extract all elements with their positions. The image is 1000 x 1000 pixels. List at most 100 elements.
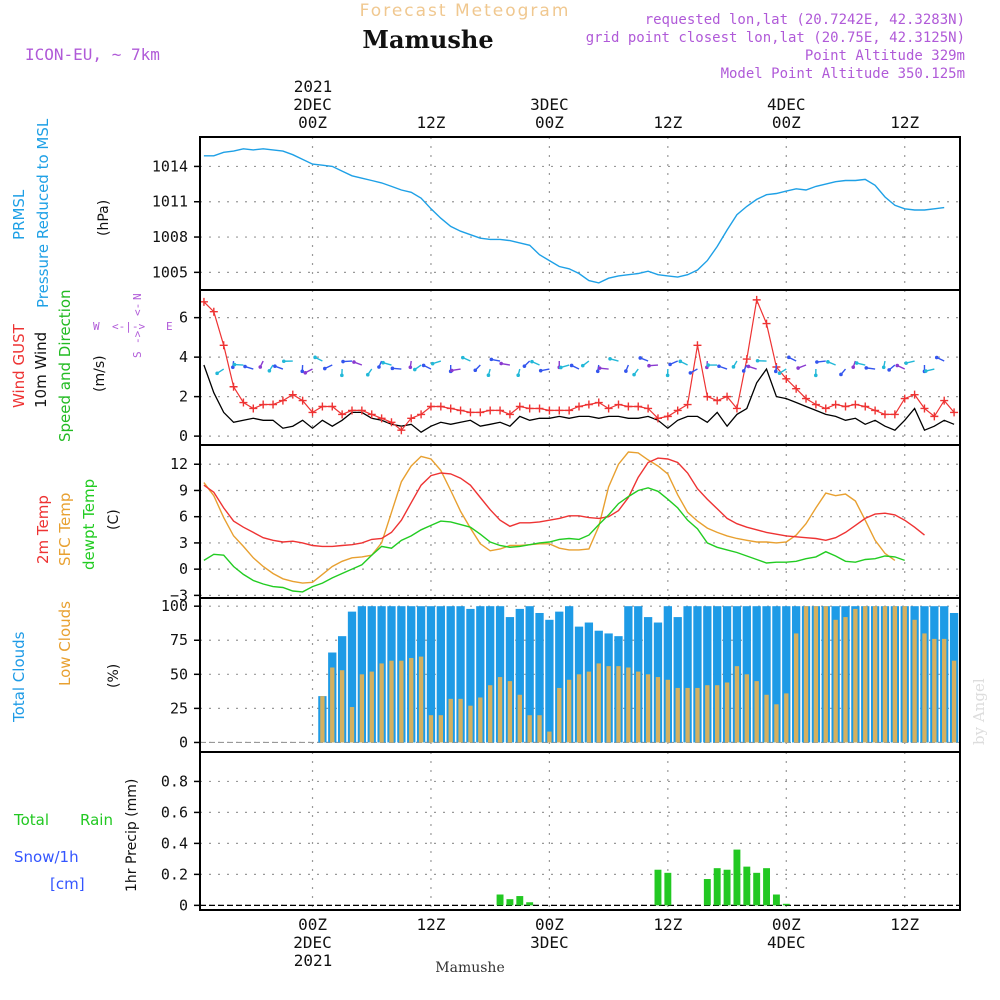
low-cloud-bar [823, 606, 828, 743]
wind-arrow-head [826, 360, 830, 364]
low-cloud-bar [942, 638, 947, 743]
wind-arrow-head [341, 359, 345, 364]
prmsl-desc-label: Pressure Reduced to MSL [34, 118, 52, 308]
clouds-tick-label: 75 [170, 631, 188, 649]
top-hour-label: 00Z [535, 113, 564, 132]
clouds-tick-label: 50 [170, 665, 188, 683]
wind-arrow-head [813, 373, 818, 378]
low-cloud-bar [320, 696, 325, 743]
rain-bar [723, 869, 731, 906]
rain-bar [743, 866, 751, 906]
dir-label: Speed and Direction [56, 289, 74, 442]
total-cloud-bar [703, 606, 712, 743]
wind-arrow-head [787, 355, 791, 360]
low-cloud-bar [339, 670, 345, 743]
gust-marker [259, 400, 268, 409]
temperature-panel: 12 9 6 3 0 −3 [170, 445, 960, 604]
low-cloud-bar [705, 685, 710, 743]
wind-arrow-head [538, 368, 543, 373]
gust-marker [713, 396, 722, 405]
low-cloud-bar [951, 660, 957, 743]
rain-bar [782, 903, 790, 906]
gust-marker [575, 402, 584, 411]
rain-bar [733, 849, 741, 906]
rain-bar [526, 902, 534, 906]
wind-arrow-head [923, 369, 928, 373]
low-cloud-bar [566, 679, 572, 743]
total-cloud-bar [782, 606, 791, 743]
compass-arrows-h: <-|-> [112, 320, 145, 333]
gust-marker [644, 404, 653, 413]
panel-frame-0 [199, 136, 961, 291]
low-cloud-bar [734, 666, 740, 743]
compass-arrow-up: <- [131, 303, 144, 316]
wind-arrow-head [340, 373, 344, 378]
wind-arrow-head [881, 365, 886, 370]
precip-tick-label: 0.4 [161, 834, 188, 852]
gust-marker [940, 396, 949, 405]
wind-arrow-head [595, 369, 600, 374]
clouds-panel: 100 75 50 25 0 [161, 597, 960, 752]
bottom-year-label: 2021 [294, 951, 333, 970]
gust-marker [861, 402, 870, 411]
total-cloud-bar [495, 606, 505, 743]
low-cloud-bar [438, 715, 444, 743]
gust-marker [673, 406, 682, 415]
wind-label: 10m Wind [32, 332, 50, 408]
precip-unit: 1hr Precip (mm) [124, 779, 140, 892]
gust-marker [693, 341, 702, 350]
low-cloud-bar [557, 687, 562, 743]
wind-arrow-head [815, 360, 819, 364]
total-cloud-bar [545, 619, 554, 743]
cm-label: [cm] [50, 875, 85, 893]
wind-arrow-head [854, 361, 859, 365]
low-cloud-bar [409, 657, 414, 743]
gust-marker [930, 412, 939, 421]
total-cloud-bar [486, 606, 495, 743]
low-cloud-bar [586, 671, 592, 743]
gust-marker [446, 404, 455, 413]
total-cloud-bar [426, 606, 436, 743]
low-cloud-bar [616, 666, 621, 743]
low-cloud-bar [892, 606, 898, 743]
wind-arrow-head [273, 364, 277, 368]
bottom-hour-label: 12Z [890, 915, 919, 934]
low-cloud-bar [349, 707, 355, 743]
gust-marker [782, 374, 791, 383]
gust-marker [229, 382, 238, 391]
wind-arrow-head [777, 371, 782, 375]
rain-bar [703, 879, 711, 906]
low-cloud-bar [488, 685, 493, 743]
gust-marker [269, 400, 278, 409]
total-cloud-bar [466, 608, 475, 743]
wind-arrow-head [473, 368, 478, 373]
compass-e: E [166, 320, 173, 333]
gust-marker [821, 404, 830, 413]
low-cloud-bar [478, 697, 483, 743]
pressure-tick-label: 1011 [152, 193, 188, 211]
top-day-label: 2DEC [293, 95, 332, 114]
low-cloud-bar [330, 667, 335, 743]
precip-tick-label: 0.8 [161, 772, 188, 790]
rain-bar [753, 872, 761, 906]
wind-arrow-head [365, 372, 370, 377]
prmsl-label: PRMSL [10, 189, 28, 240]
compass-w: W [93, 320, 100, 333]
temp-tick-label: 9 [179, 481, 188, 499]
compass-n: N [131, 293, 144, 300]
wind-arrow-head [450, 368, 454, 373]
low-cloud-bar [428, 715, 434, 743]
compass-icon: N <- W <-|-> E -> S [93, 293, 173, 358]
gust-marker [318, 402, 327, 411]
gust-marker [851, 400, 860, 409]
total-cloud-bar [663, 606, 672, 743]
low-cloud-bar [922, 633, 927, 743]
wind-arrow-head [647, 363, 651, 368]
total-cloud-bar [772, 606, 781, 743]
dewpt-label: dewpt Temp [80, 479, 98, 570]
wind-arrow-head [231, 365, 235, 370]
temp2m-label: 2m Temp [34, 495, 52, 564]
location-title: Mamushe [362, 25, 493, 54]
gust-marker [624, 402, 633, 411]
gust-marker [239, 398, 248, 407]
